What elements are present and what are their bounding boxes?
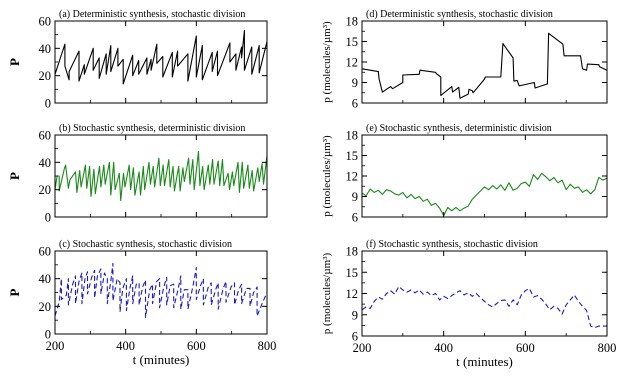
y-axis-label-a: P bbox=[7, 58, 22, 66]
y-tick-label-b: 60 bbox=[39, 129, 52, 143]
panel-title-a: (a) Deterministic synthesis, stochastic … bbox=[59, 9, 245, 20]
y-tick-label-c: 40 bbox=[39, 272, 52, 286]
plot-frame-a bbox=[54, 20, 268, 104]
x-tick-label-f: 600 bbox=[516, 341, 535, 355]
panel-title-b: (b) Stochastic synthesis, deterministic … bbox=[59, 123, 245, 134]
x-tick-label-c: 800 bbox=[258, 339, 277, 353]
y-tick-label-e: 15 bbox=[346, 149, 359, 163]
panel-title-c: (c) Stochastic synthesis, stochastic div… bbox=[59, 239, 232, 250]
series-line-e bbox=[361, 172, 608, 217]
series-line-c bbox=[54, 262, 268, 318]
plot-frame-e bbox=[361, 134, 608, 218]
y-axis-label-d: p (molecules/µm³) bbox=[321, 21, 333, 103]
y-tick-label-c: 20 bbox=[39, 300, 52, 314]
y-tick-label-d: 6 bbox=[352, 97, 358, 111]
plot-frame-d bbox=[361, 20, 608, 104]
series-line-f bbox=[361, 285, 607, 329]
x-tick-label-c: 400 bbox=[116, 339, 135, 353]
y-tick-label-c: 60 bbox=[39, 245, 52, 259]
panel-c: 0 20 40 60 200 400 600 800 t (minutes) (c) Stocha… bbox=[7, 239, 276, 367]
y-tick-label-d: 9 bbox=[352, 76, 358, 90]
panel-a: 0 20 40 60 (a) Deterministic synthesis, stoc… bbox=[7, 9, 268, 111]
plot-frame-c bbox=[54, 250, 268, 335]
panel-f: 6 9 12 15 18 200 400 600 800 t (minutes) (f) Stoch… bbox=[321, 239, 616, 369]
y-tick-label-e: 12 bbox=[346, 170, 359, 184]
y-tick-label-f: 18 bbox=[346, 245, 359, 259]
x-tick-label-f: 400 bbox=[434, 341, 453, 355]
plot-frame-f bbox=[361, 250, 608, 337]
y-tick-label-d: 15 bbox=[346, 35, 359, 49]
x-axis-label-c: t (minutes) bbox=[133, 352, 190, 367]
series-line-a bbox=[54, 30, 268, 85]
y-tick-label-e: 9 bbox=[352, 190, 358, 204]
y-tick-label-f: 6 bbox=[352, 330, 358, 344]
y-tick-label-f: 15 bbox=[346, 266, 359, 280]
y-tick-label-d: 18 bbox=[346, 15, 359, 29]
panel-b: 0 20 40 60 (b) Stochastic synthesis, determi… bbox=[7, 123, 268, 225]
y-tick-label-a: 60 bbox=[39, 15, 52, 29]
y-axis-label-f: p (molecules/µm³) bbox=[321, 252, 333, 334]
y-tick-label-a: 0 bbox=[45, 97, 51, 111]
series-line-b bbox=[54, 150, 268, 202]
panel-title-d: (d) Deterministic synthesis, stochastic … bbox=[366, 9, 553, 20]
y-tick-label-e: 6 bbox=[352, 211, 358, 225]
y-tick-label-c: 0 bbox=[45, 328, 51, 342]
panel-title-e: (e) Stochastic synthesis, deterministic … bbox=[366, 123, 552, 134]
x-tick-label-f: 200 bbox=[353, 341, 372, 355]
y-axis-label-e: p (molecules/µm³) bbox=[321, 135, 333, 217]
panel-d: 6 9 12 15 18 (d) Deterministic synthesis, sto… bbox=[321, 9, 608, 111]
y-tick-label-b: 40 bbox=[39, 156, 52, 170]
panel-e: 6 9 12 15 18 (e) Stochastic synthesis, determ… bbox=[321, 123, 608, 225]
panel-title-f: (f) Stochastic synthesis, stochastic div… bbox=[366, 239, 538, 250]
y-axis-label-c: P bbox=[7, 288, 22, 296]
y-tick-label-d: 12 bbox=[346, 56, 359, 70]
y-tick-label-a: 40 bbox=[39, 42, 52, 56]
x-tick-label-c: 600 bbox=[187, 339, 206, 353]
y-tick-label-a: 20 bbox=[39, 69, 52, 83]
y-tick-label-b: 20 bbox=[39, 183, 52, 197]
y-tick-label-e: 18 bbox=[346, 129, 359, 143]
y-axis-label-b: P bbox=[7, 172, 22, 180]
y-tick-label-f: 9 bbox=[352, 308, 358, 322]
x-axis-label-f: t (minutes) bbox=[456, 354, 513, 369]
y-tick-label-f: 12 bbox=[346, 287, 359, 301]
y-tick-label-b: 0 bbox=[45, 211, 51, 225]
x-tick-label-f: 800 bbox=[598, 341, 617, 355]
x-tick-label-c: 200 bbox=[46, 339, 65, 353]
series-line-d bbox=[361, 32, 608, 99]
